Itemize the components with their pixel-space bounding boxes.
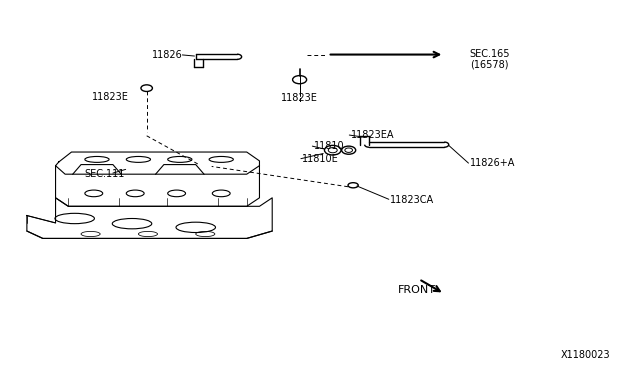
Text: 11810E: 11810E <box>302 154 339 164</box>
Text: 11810: 11810 <box>314 141 344 151</box>
Text: 11823E: 11823E <box>281 93 318 103</box>
Text: 11823CA: 11823CA <box>390 195 434 205</box>
Text: 11823EA: 11823EA <box>351 130 394 140</box>
Text: 11826+A: 11826+A <box>470 158 515 168</box>
Text: 11826: 11826 <box>152 50 183 60</box>
Text: X1180023: X1180023 <box>560 350 610 360</box>
Text: (16578): (16578) <box>470 60 508 70</box>
Text: 11823E: 11823E <box>92 92 129 102</box>
Text: SEC.165: SEC.165 <box>470 49 510 59</box>
Text: SEC.111: SEC.111 <box>84 169 125 179</box>
Text: FRONT: FRONT <box>397 285 436 295</box>
